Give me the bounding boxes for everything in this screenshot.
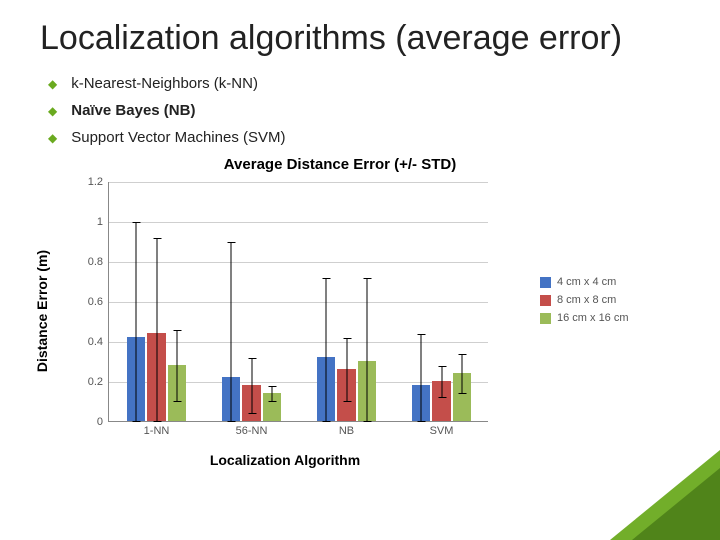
chart-title: Average Distance Error (+/- STD) [40,156,640,173]
legend-item: 4 cm x 4 cm [540,276,648,288]
ytick-label: 0.8 [88,256,103,268]
ytick-label: 0.6 [88,296,103,308]
ytick-label: 0.4 [88,336,103,348]
bullet-list: ◆ k-Nearest-Neighbors (k-NN) ◆ Naïve Bayes … [48,75,680,146]
bullet-text: Naïve Bayes (NB) [71,102,195,119]
xtick-label: 1-NN [144,425,170,437]
bullet-item: ◆ k-Nearest-Neighbors (k-NN) [48,75,680,92]
ytick-label: 1 [97,216,103,228]
legend-label: 8 cm x 8 cm [557,294,616,306]
error-bar [346,338,347,402]
slide: Localization algorithms (average error) … [0,0,720,540]
diamond-bullet-icon: ◆ [48,131,57,145]
error-bar [441,366,442,398]
legend-item: 16 cm x 16 cm [540,312,648,324]
gridline [109,222,488,223]
legend-label: 16 cm x 16 cm [557,312,629,324]
xtick-label: SVM [430,425,454,437]
chart-xlabel: Localization Algorithm [40,452,530,468]
bullet-item: ◆ Support Vector Machines (SVM) [48,129,680,146]
error-bar [251,358,252,414]
legend-swatch [540,313,551,324]
xtick-label: 56-NN [236,425,268,437]
bullet-item: ◆ Naïve Bayes (NB) [48,102,680,119]
ytick-label: 0 [97,416,103,428]
gridline [109,182,488,183]
bullet-text: k-Nearest-Neighbors (k-NN) [71,75,258,92]
error-bar [326,278,327,422]
error-bar [461,354,462,394]
error-bar [136,222,137,422]
legend-swatch [540,295,551,306]
gridline [109,342,488,343]
gridline [109,262,488,263]
bullet-text: Support Vector Machines (SVM) [71,129,285,146]
chart-ylabel: Distance Error (m) [34,250,50,372]
xtick-label: NB [339,425,354,437]
error-bar [366,278,367,422]
decoration-leaf-dark [632,468,720,540]
chart-plot: 00.20.40.60.811.21-NN56-NNNBSVM [108,182,488,422]
diamond-bullet-icon: ◆ [48,77,57,91]
ytick-label: 1.2 [88,176,103,188]
error-bar [156,238,157,422]
gridline [109,302,488,303]
chart: Average Distance Error (+/- STD) Distanc… [40,156,640,466]
gridline [109,382,488,383]
diamond-bullet-icon: ◆ [48,104,57,118]
chart-legend: 4 cm x 4 cm 8 cm x 8 cm 16 cm x 16 cm [540,276,648,330]
legend-item: 8 cm x 8 cm [540,294,648,306]
error-bar [231,242,232,422]
ytick-label: 0.2 [88,376,103,388]
error-bar [176,330,177,402]
error-bar [271,386,272,402]
slide-title: Localization algorithms (average error) [40,20,680,57]
legend-label: 4 cm x 4 cm [557,276,616,288]
error-bar [421,334,422,422]
legend-swatch [540,277,551,288]
